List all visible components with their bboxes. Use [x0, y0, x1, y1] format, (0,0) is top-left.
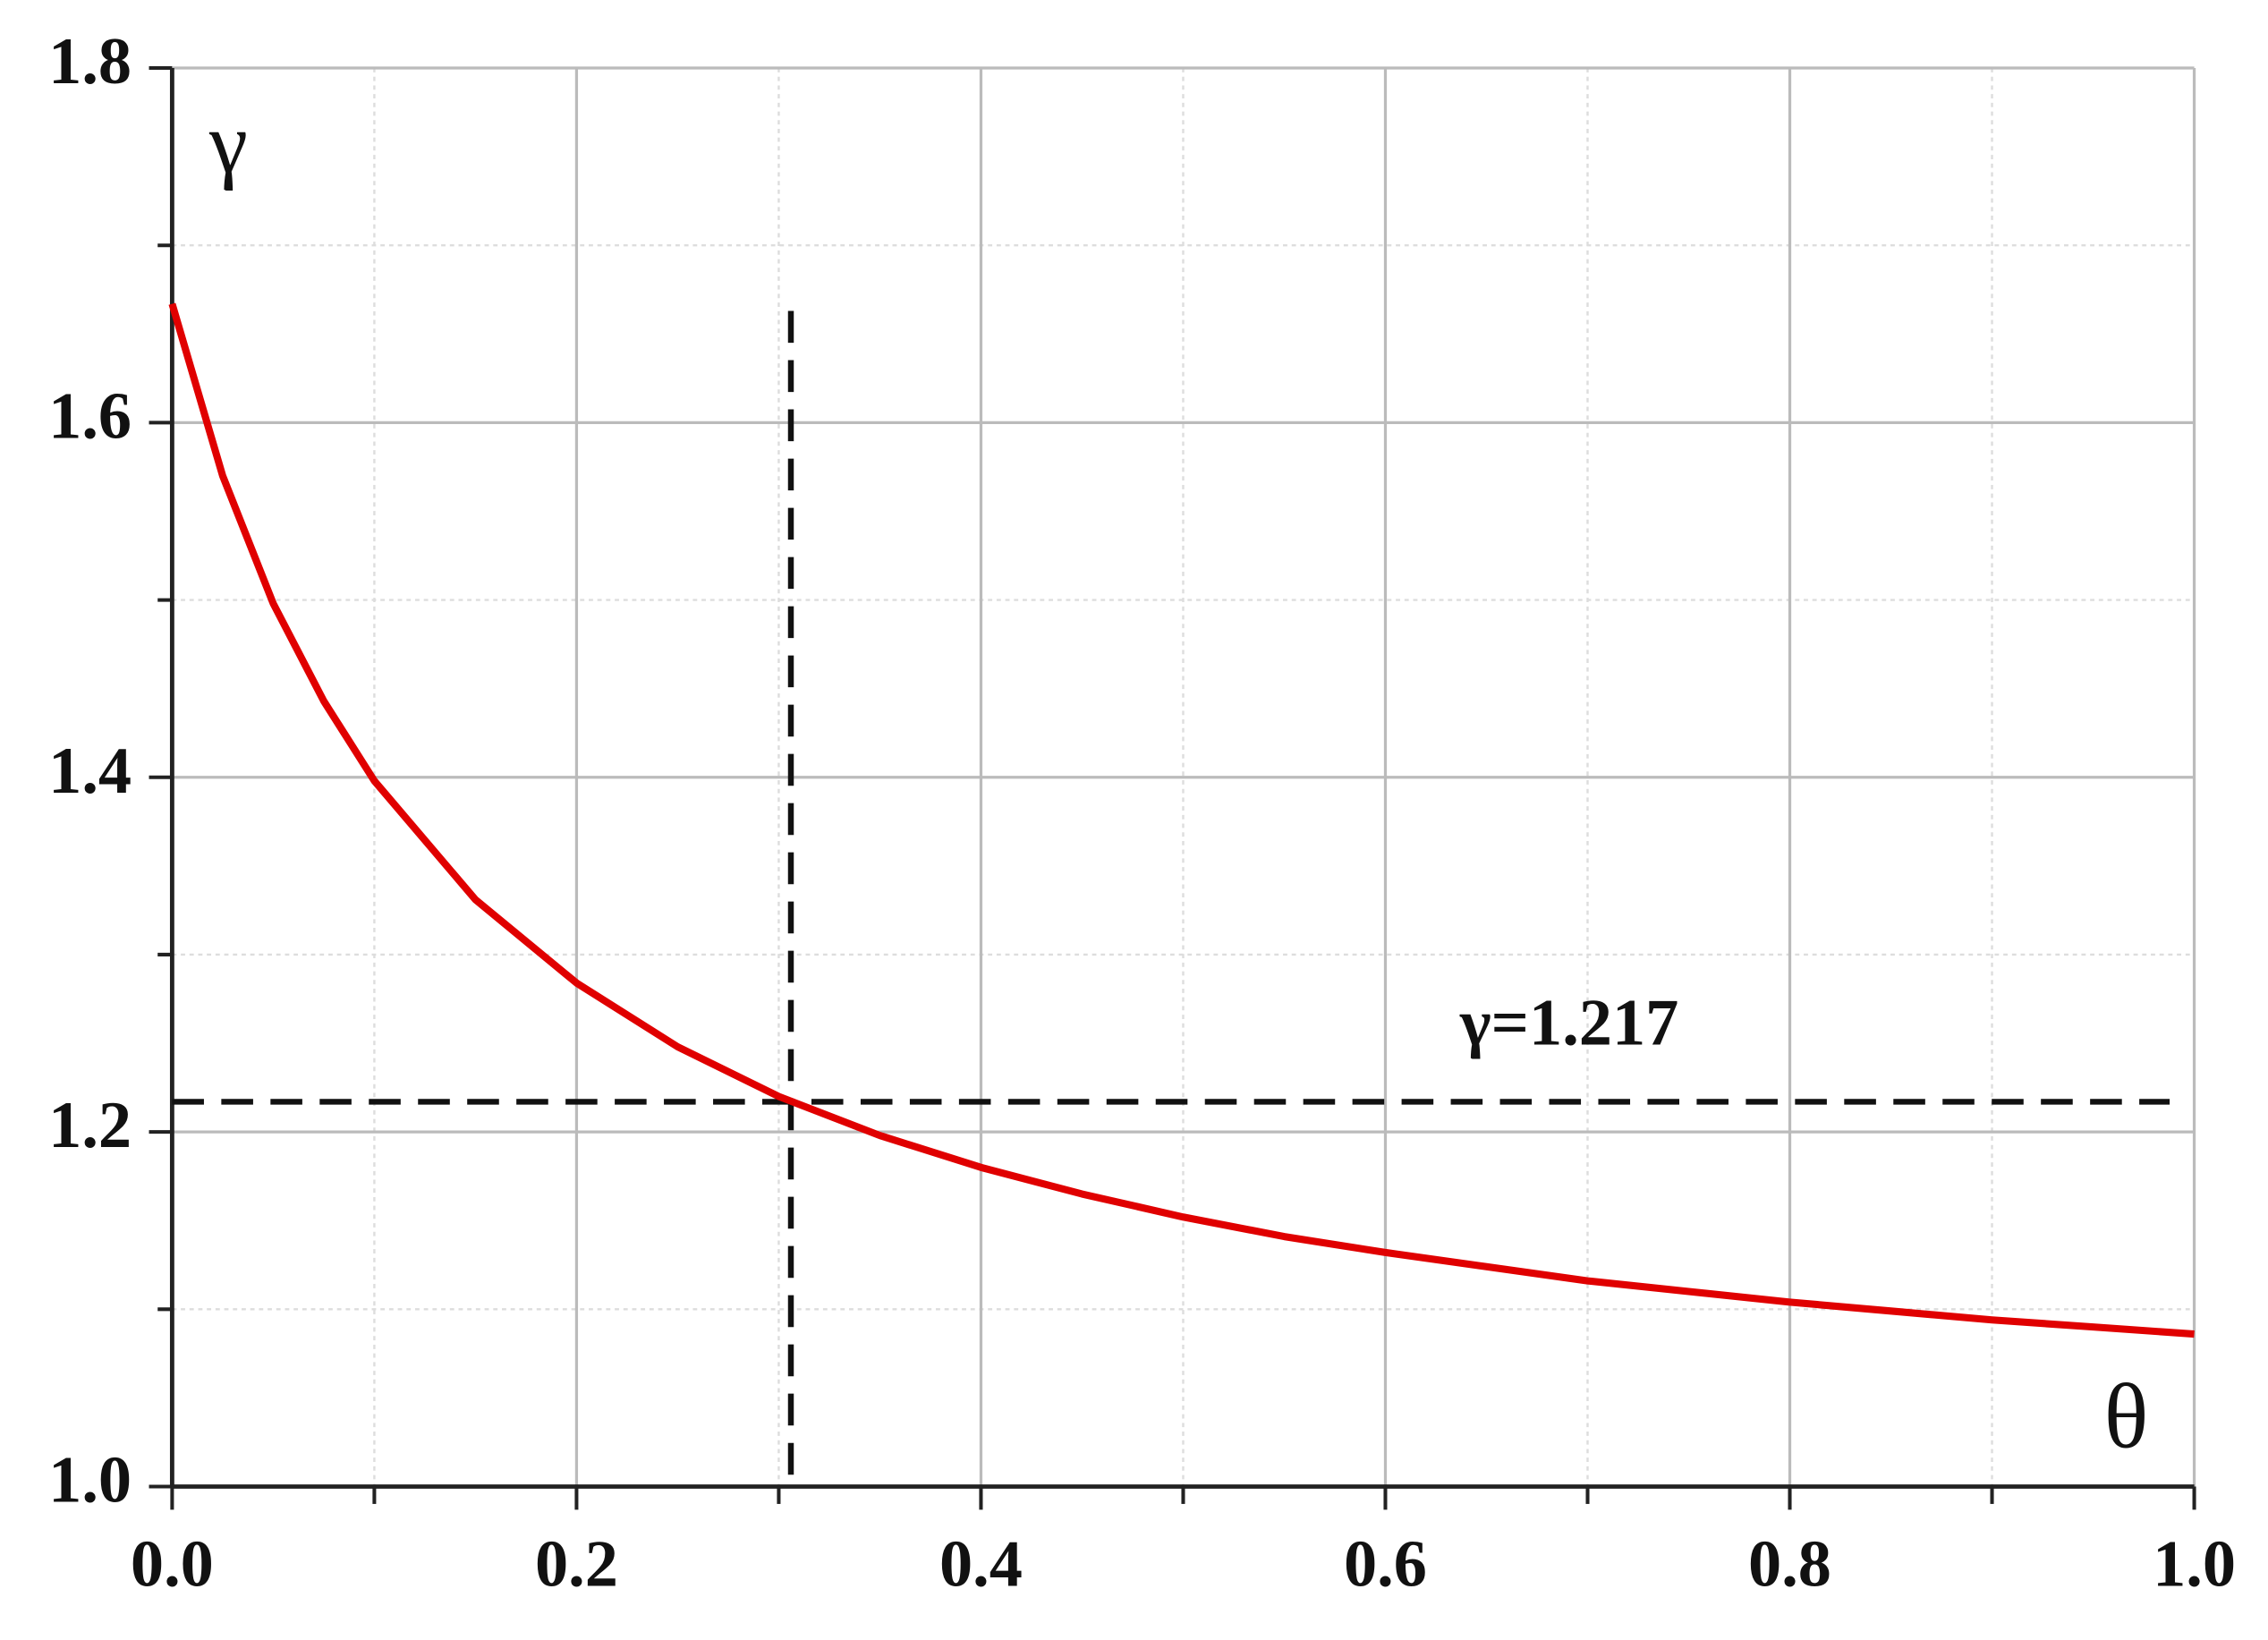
y-tick-label: 1.0: [48, 1444, 132, 1517]
y-axis-label: γ: [208, 95, 248, 191]
reference-label: γ=1.217: [1459, 987, 1678, 1060]
x-tick-label: 0.6: [1344, 1527, 1427, 1601]
y-tick-label: 1.2: [48, 1089, 132, 1162]
x-tick-label: 0.0: [131, 1527, 214, 1601]
y-tick-label: 1.6: [48, 379, 132, 453]
x-tick-label: 1.0: [2153, 1527, 2236, 1601]
x-tick-label: 0.4: [939, 1527, 1023, 1601]
x-axis-label: θ: [2104, 1365, 2149, 1467]
x-tick-label: 0.8: [1748, 1527, 1831, 1601]
y-tick-label: 1.4: [48, 735, 132, 808]
y-tick-label: 1.8: [48, 25, 132, 98]
x-tick-label: 0.2: [535, 1527, 618, 1601]
data-line: [168, 302, 2195, 1338]
